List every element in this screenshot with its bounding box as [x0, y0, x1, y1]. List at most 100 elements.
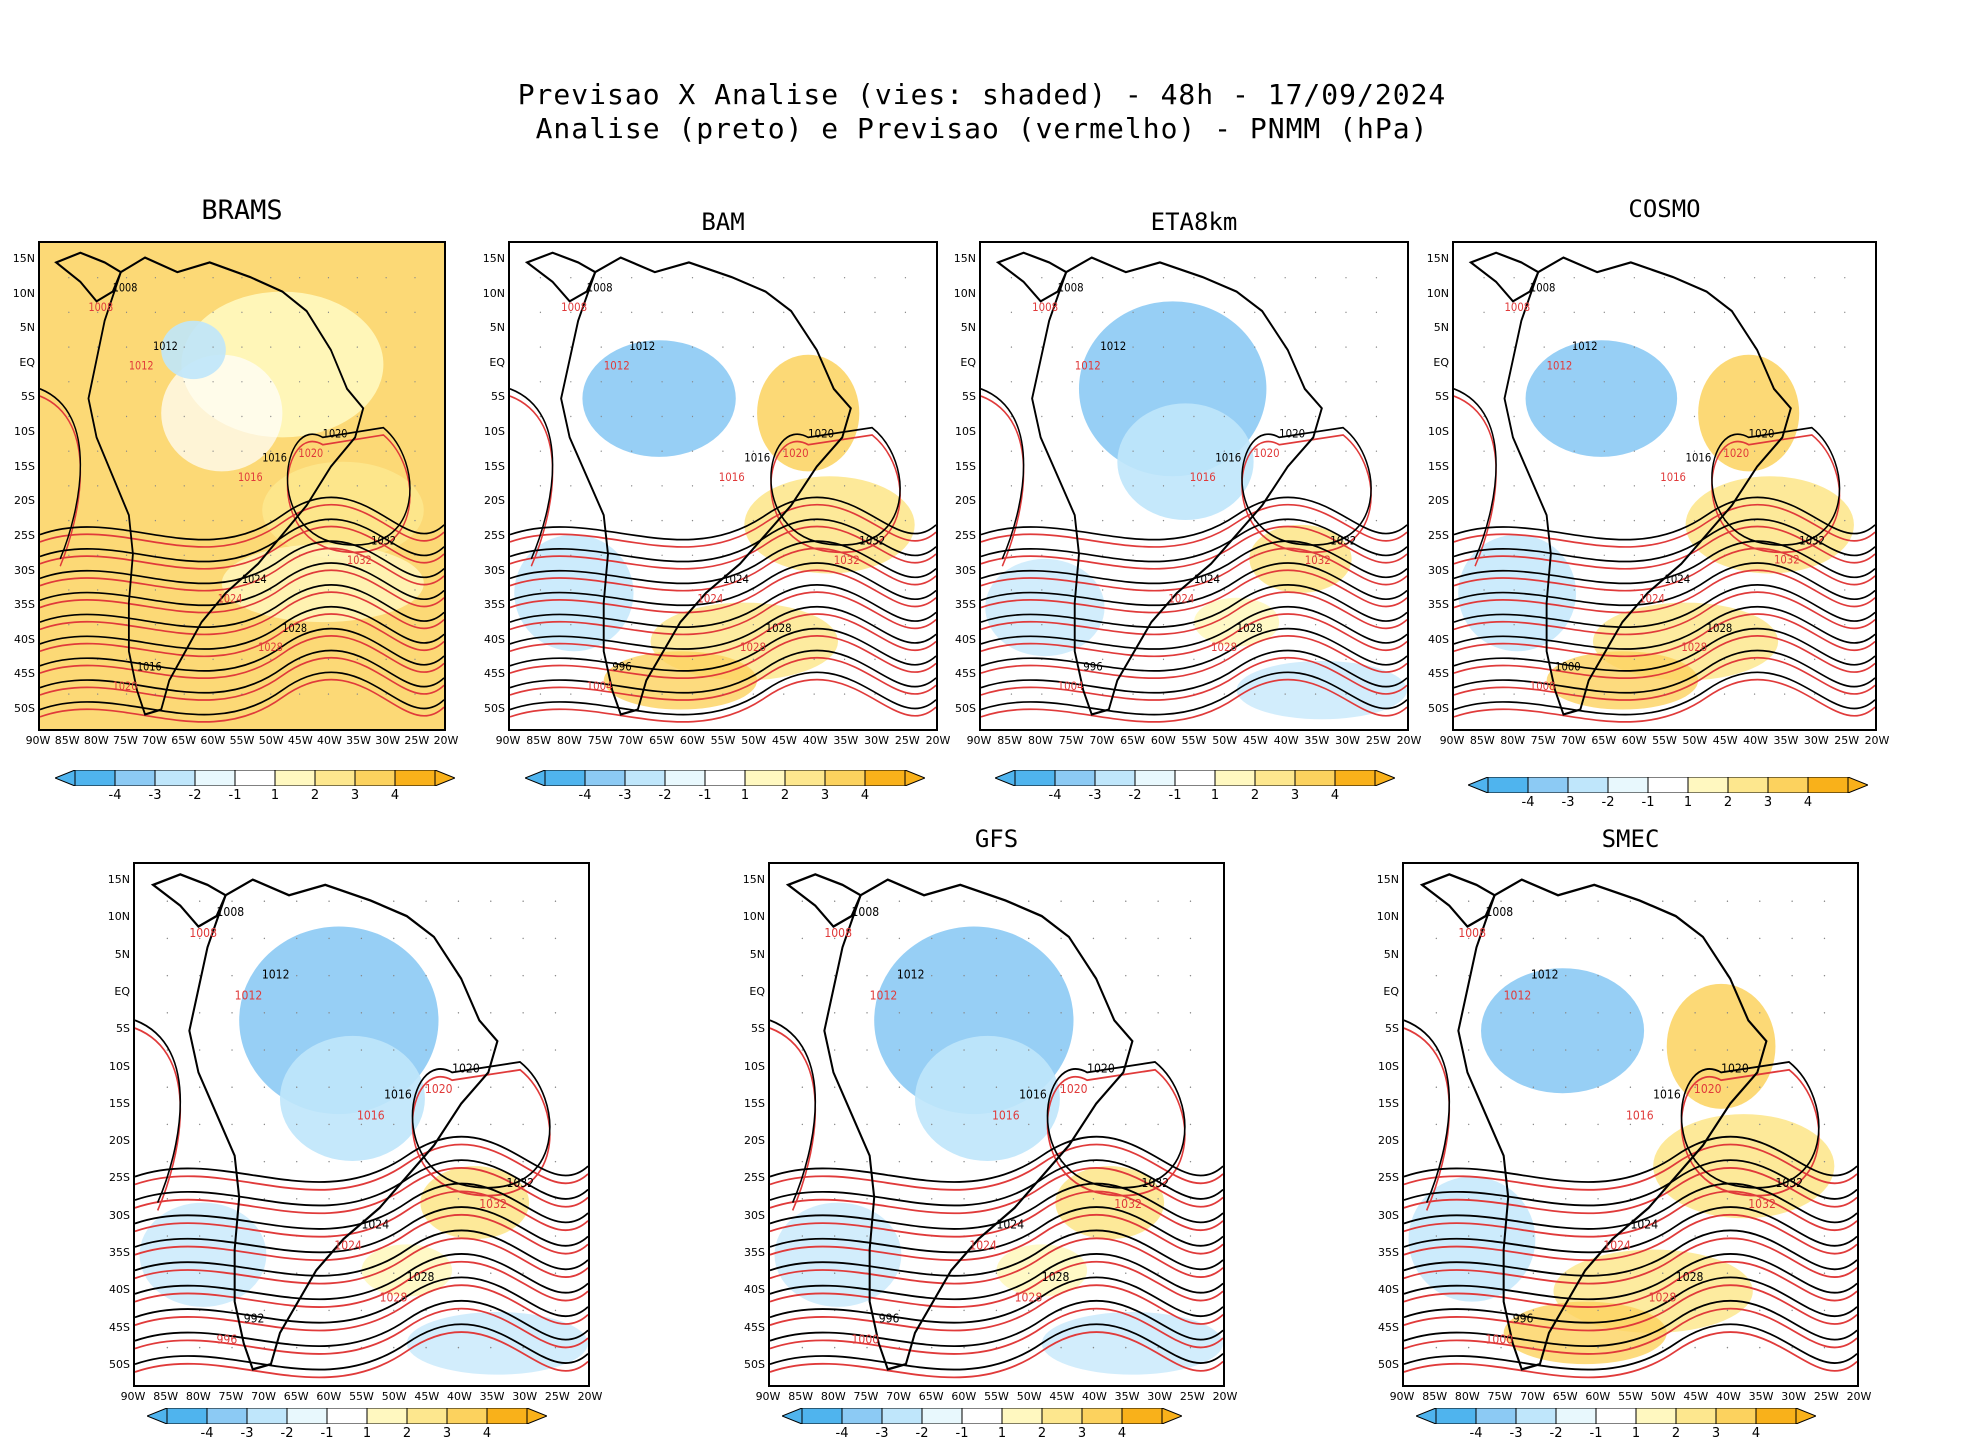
lat-tick-label: EQ	[960, 355, 976, 369]
contour-label-forecast: 1028	[1015, 1290, 1043, 1305]
colorbar-tick-label: -3	[875, 1426, 889, 1441]
lat-tick-label: 45S	[744, 1320, 765, 1334]
colorbar-tick-label: 3	[350, 788, 360, 803]
contour-label-forecast: 1024	[1639, 592, 1665, 606]
contour-label-forecast: 1020	[783, 446, 809, 460]
colorbar-tick-label: -2	[188, 788, 202, 803]
lat-tick-label: 25S	[109, 1171, 130, 1185]
lon-tick-label: 25W	[1365, 734, 1391, 747]
colorbar: -4 -3 -2 -1 1 2 3 4	[995, 770, 1395, 808]
map-panel-brams: 1008 1012 1016 1020 1024 1028 1032 1016 1008 1012…	[38, 241, 446, 731]
contour-label-forecast: 1008	[1530, 679, 1556, 693]
colorbar-tick-label: -2	[280, 1426, 294, 1441]
lon-tick-label: 30W	[512, 1390, 538, 1403]
lat-tick-label: 15N	[742, 873, 765, 886]
lon-tick-label: 65W	[1120, 734, 1145, 747]
lat-tick-label: 30S	[14, 563, 35, 577]
lon-tick-label: 60W	[316, 1390, 342, 1403]
lat-tick-label: 15N	[107, 873, 130, 886]
colorbar-tick-label: -3	[240, 1426, 254, 1441]
lon-tick-label: 75W	[587, 734, 613, 747]
lon-tick-label: 60W	[200, 734, 226, 747]
contour-label-analysis: 1008	[852, 904, 880, 919]
contour-label-forecast: 1016	[1660, 470, 1686, 484]
contour-label-analysis: 996	[612, 660, 632, 674]
contour-label-analysis: 1016	[262, 451, 287, 465]
lon-tick-label: 30W	[1147, 1390, 1173, 1403]
colorbar-tick-label: 1	[1631, 1426, 1641, 1441]
contour-label-analysis: 1016	[384, 1087, 412, 1102]
lon-tick-label: 25W	[404, 734, 430, 747]
lon-tick-label: 50W	[1682, 734, 1708, 747]
lat-tick-label: 10N	[742, 910, 765, 924]
colorbar-tick-label: 3	[1763, 795, 1773, 810]
lon-tick-label: 70W	[142, 734, 167, 747]
colorbar-tick-label: -2	[915, 1426, 929, 1441]
contour-label-analysis: 1008	[1486, 904, 1514, 919]
contour-label-analysis: 992	[244, 1311, 265, 1326]
colorbar-tick-label: -2	[1128, 788, 1142, 803]
contour-label-analysis: 996	[879, 1311, 900, 1326]
lon-tick-label: 20W	[577, 1390, 603, 1403]
map-canvas: 1008 1012 1016 1020 1024 1028 1032 996 1008 1012 1…	[981, 251, 1407, 723]
colorbar-tick-label: 4	[1330, 788, 1340, 803]
contour-label-analysis: 1032	[1775, 1175, 1803, 1190]
lon-tick-label: 25W	[544, 1390, 570, 1403]
lon-tick-label: 75W	[1530, 734, 1556, 747]
lon-tick-label: 30W	[1781, 1390, 1807, 1403]
lon-tick-label: 50W	[381, 1390, 407, 1403]
contour-label-analysis: 1024	[1665, 573, 1691, 587]
colorbar-tick-label: -2	[1549, 1426, 1563, 1441]
lat-tick-label: 15S	[955, 459, 976, 473]
contour-label-analysis: 1016	[744, 451, 770, 465]
colorbar-tick-label: 1	[270, 788, 280, 803]
lat-tick-label: 10N	[1426, 286, 1449, 300]
contour-label-forecast: 1016	[992, 1108, 1020, 1123]
lon-tick-label: 55W	[710, 734, 736, 747]
lon-tick-label: 35W	[1304, 734, 1330, 747]
lon-tick-label: 75W	[1487, 1390, 1513, 1403]
lon-tick-label: 60W	[1585, 1390, 1611, 1403]
lon-tick-label: 60W	[1621, 734, 1647, 747]
contour-label-analysis: 1020	[1279, 427, 1305, 441]
lon-tick-label: 35W	[479, 1390, 505, 1403]
lat-tick-label: 50S	[14, 702, 35, 715]
contour-label-forecast: 1032	[1774, 553, 1800, 567]
lat-tick-label: 40S	[1378, 1283, 1399, 1297]
contour-label-forecast: 1032	[479, 1196, 507, 1211]
lat-tick-label: EQ	[114, 984, 130, 998]
lat-tick-label: 15N	[1426, 252, 1449, 265]
lat-tick-label: 15S	[744, 1096, 765, 1110]
colorbar: -4 -3 -2 -1 1 2 3 4	[782, 1408, 1182, 1446]
lon-tick-label: 20W	[433, 734, 459, 747]
lon-tick-label: 80W	[556, 734, 582, 747]
colorbar-tick-label: -1	[320, 1426, 334, 1441]
colorbar-tick-label: -4	[108, 788, 122, 803]
contour-label-analysis: 996	[1513, 1311, 1534, 1326]
colorbar-tick-label: 4	[860, 788, 870, 803]
lon-tick-label: 40W	[1743, 734, 1768, 747]
contour-label-forecast: 1008	[824, 925, 852, 940]
lon-tick-label: 85W	[526, 734, 552, 747]
contour-label-analysis: 1012	[1100, 339, 1126, 353]
lon-tick-label: 65W	[171, 734, 197, 747]
colorbar-tick-label: 1	[740, 788, 750, 803]
contour-label-forecast: 1016	[1626, 1108, 1654, 1123]
contour-label-forecast: 1028	[380, 1290, 408, 1305]
panel-title: SMEC	[1601, 825, 1660, 853]
contour-label-analysis: 1012	[629, 339, 655, 353]
lon-tick-label: 50W	[1650, 1390, 1676, 1403]
lat-tick-label: 40S	[955, 632, 976, 646]
lon-tick-label: 90W	[1389, 1390, 1415, 1403]
lon-tick-label: 30W	[864, 734, 889, 747]
lon-tick-label: 45W	[1049, 1390, 1075, 1403]
lon-tick-label: 55W	[1181, 734, 1207, 747]
contour-label-analysis: 1016	[137, 660, 162, 674]
contour-label-forecast: 1016	[1190, 471, 1216, 485]
colorbar-tick-label: 1	[362, 1426, 372, 1441]
lat-tick-label: 35S	[14, 598, 35, 612]
contour-label-forecast: 1028	[1211, 641, 1237, 655]
colorbar-tick-label: 3	[820, 788, 830, 803]
contour-label-forecast: 1020	[425, 1082, 453, 1097]
lat-tick-label: 45S	[109, 1320, 130, 1334]
